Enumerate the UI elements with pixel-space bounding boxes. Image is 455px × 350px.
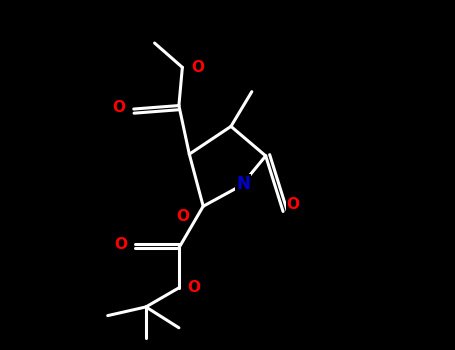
Text: O: O bbox=[191, 60, 204, 75]
Text: O: O bbox=[176, 209, 189, 224]
Text: O: O bbox=[287, 197, 299, 212]
Text: O: O bbox=[187, 280, 201, 295]
Text: O: O bbox=[112, 100, 125, 115]
Text: O: O bbox=[114, 237, 127, 252]
Text: N: N bbox=[236, 175, 250, 193]
